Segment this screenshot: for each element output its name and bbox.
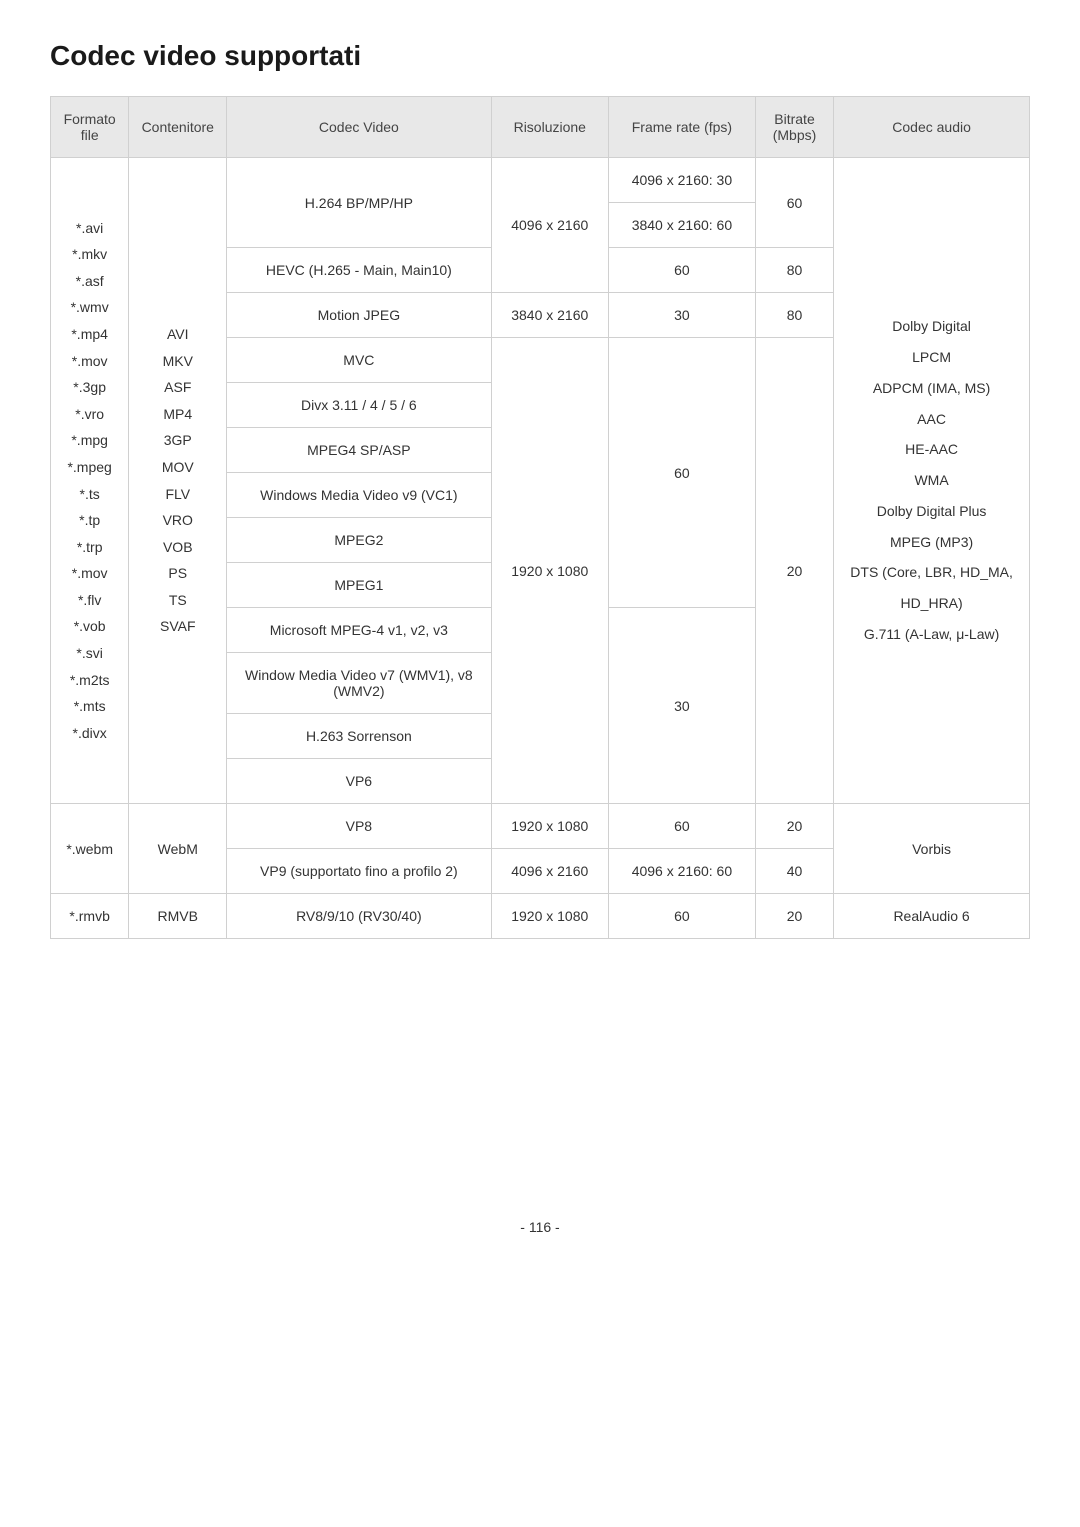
- cell-bitrate: 20: [755, 338, 833, 804]
- cell-codec: Window Media Video v7 (WMV1), v8 (WMV2): [227, 653, 491, 714]
- cell-audio-list: Dolby Digital LPCM ADPCM (IMA, MS) AAC H…: [834, 158, 1030, 804]
- cell-codec: Motion JPEG: [227, 293, 491, 338]
- codec-table: Formato file Contenitore Codec Video Ris…: [50, 96, 1030, 939]
- cell-framerate: 4096 x 2160: 60: [609, 849, 756, 894]
- cell-contenitore: WebM: [129, 804, 227, 894]
- page-title: Codec video supportati: [50, 40, 1030, 72]
- cell-bitrate: 80: [755, 293, 833, 338]
- cell-contenitore: RMVB: [129, 894, 227, 939]
- cell-bitrate: 20: [755, 894, 833, 939]
- cell-framerate: 30: [609, 293, 756, 338]
- header-framerate: Frame rate (fps): [609, 97, 756, 158]
- cell-formato: *.webm: [51, 804, 129, 894]
- header-contenitore: Contenitore: [129, 97, 227, 158]
- header-bitrate: Bitrate (Mbps): [755, 97, 833, 158]
- header-risoluzione: Risoluzione: [491, 97, 608, 158]
- table-row: *.rmvb RMVB RV8/9/10 (RV30/40) 1920 x 10…: [51, 894, 1030, 939]
- cell-framerate: 30: [609, 608, 756, 804]
- cell-bitrate: 60: [755, 158, 833, 248]
- cell-framerate: 60: [609, 338, 756, 608]
- header-formato: Formato file: [51, 97, 129, 158]
- cell-audio: Vorbis: [834, 804, 1030, 894]
- cell-codec: Divx 3.11 / 4 / 5 / 6: [227, 383, 491, 428]
- cell-resolution: 4096 x 2160: [491, 158, 608, 293]
- cell-framerate: 3840 x 2160: 60: [609, 203, 756, 248]
- cell-resolution: 1920 x 1080: [491, 338, 608, 804]
- table-header-row: Formato file Contenitore Codec Video Ris…: [51, 97, 1030, 158]
- cell-bitrate: 40: [755, 849, 833, 894]
- cell-codec: MPEG2: [227, 518, 491, 563]
- cell-resolution: 3840 x 2160: [491, 293, 608, 338]
- page-number: - 116 -: [50, 1219, 1030, 1235]
- cell-codec: VP8: [227, 804, 491, 849]
- cell-codec: MPEG4 SP/ASP: [227, 428, 491, 473]
- cell-bitrate: 20: [755, 804, 833, 849]
- cell-codec: Microsoft MPEG-4 v1, v2, v3: [227, 608, 491, 653]
- cell-resolution: 1920 x 1080: [491, 804, 608, 849]
- cell-framerate: 60: [609, 894, 756, 939]
- cell-codec: HEVC (H.265 - Main, Main10): [227, 248, 491, 293]
- header-codec-video: Codec Video: [227, 97, 491, 158]
- cell-formato-list: *.avi *.mkv *.asf *.wmv *.mp4 *.mov *.3g…: [51, 158, 129, 804]
- cell-codec: VP9 (supportato fino a profilo 2): [227, 849, 491, 894]
- cell-resolution: 4096 x 2160: [491, 849, 608, 894]
- table-row: *.avi *.mkv *.asf *.wmv *.mp4 *.mov *.3g…: [51, 158, 1030, 203]
- cell-framerate: 4096 x 2160: 30: [609, 158, 756, 203]
- cell-formato: *.rmvb: [51, 894, 129, 939]
- cell-codec: Windows Media Video v9 (VC1): [227, 473, 491, 518]
- cell-framerate: 60: [609, 804, 756, 849]
- header-codec-audio: Codec audio: [834, 97, 1030, 158]
- cell-audio: RealAudio 6: [834, 894, 1030, 939]
- cell-codec: H.263 Sorrenson: [227, 714, 491, 759]
- table-row: *.webm WebM VP8 1920 x 1080 60 20 Vorbis: [51, 804, 1030, 849]
- cell-codec: MVC: [227, 338, 491, 383]
- cell-codec: MPEG1: [227, 563, 491, 608]
- cell-codec: H.264 BP/MP/HP: [227, 158, 491, 248]
- cell-codec: RV8/9/10 (RV30/40): [227, 894, 491, 939]
- cell-codec: VP6: [227, 759, 491, 804]
- cell-resolution: 1920 x 1080: [491, 894, 608, 939]
- cell-framerate: 60: [609, 248, 756, 293]
- cell-bitrate: 80: [755, 248, 833, 293]
- cell-contenitore-list: AVI MKV ASF MP4 3GP MOV FLV VRO VOB PS T…: [129, 158, 227, 804]
